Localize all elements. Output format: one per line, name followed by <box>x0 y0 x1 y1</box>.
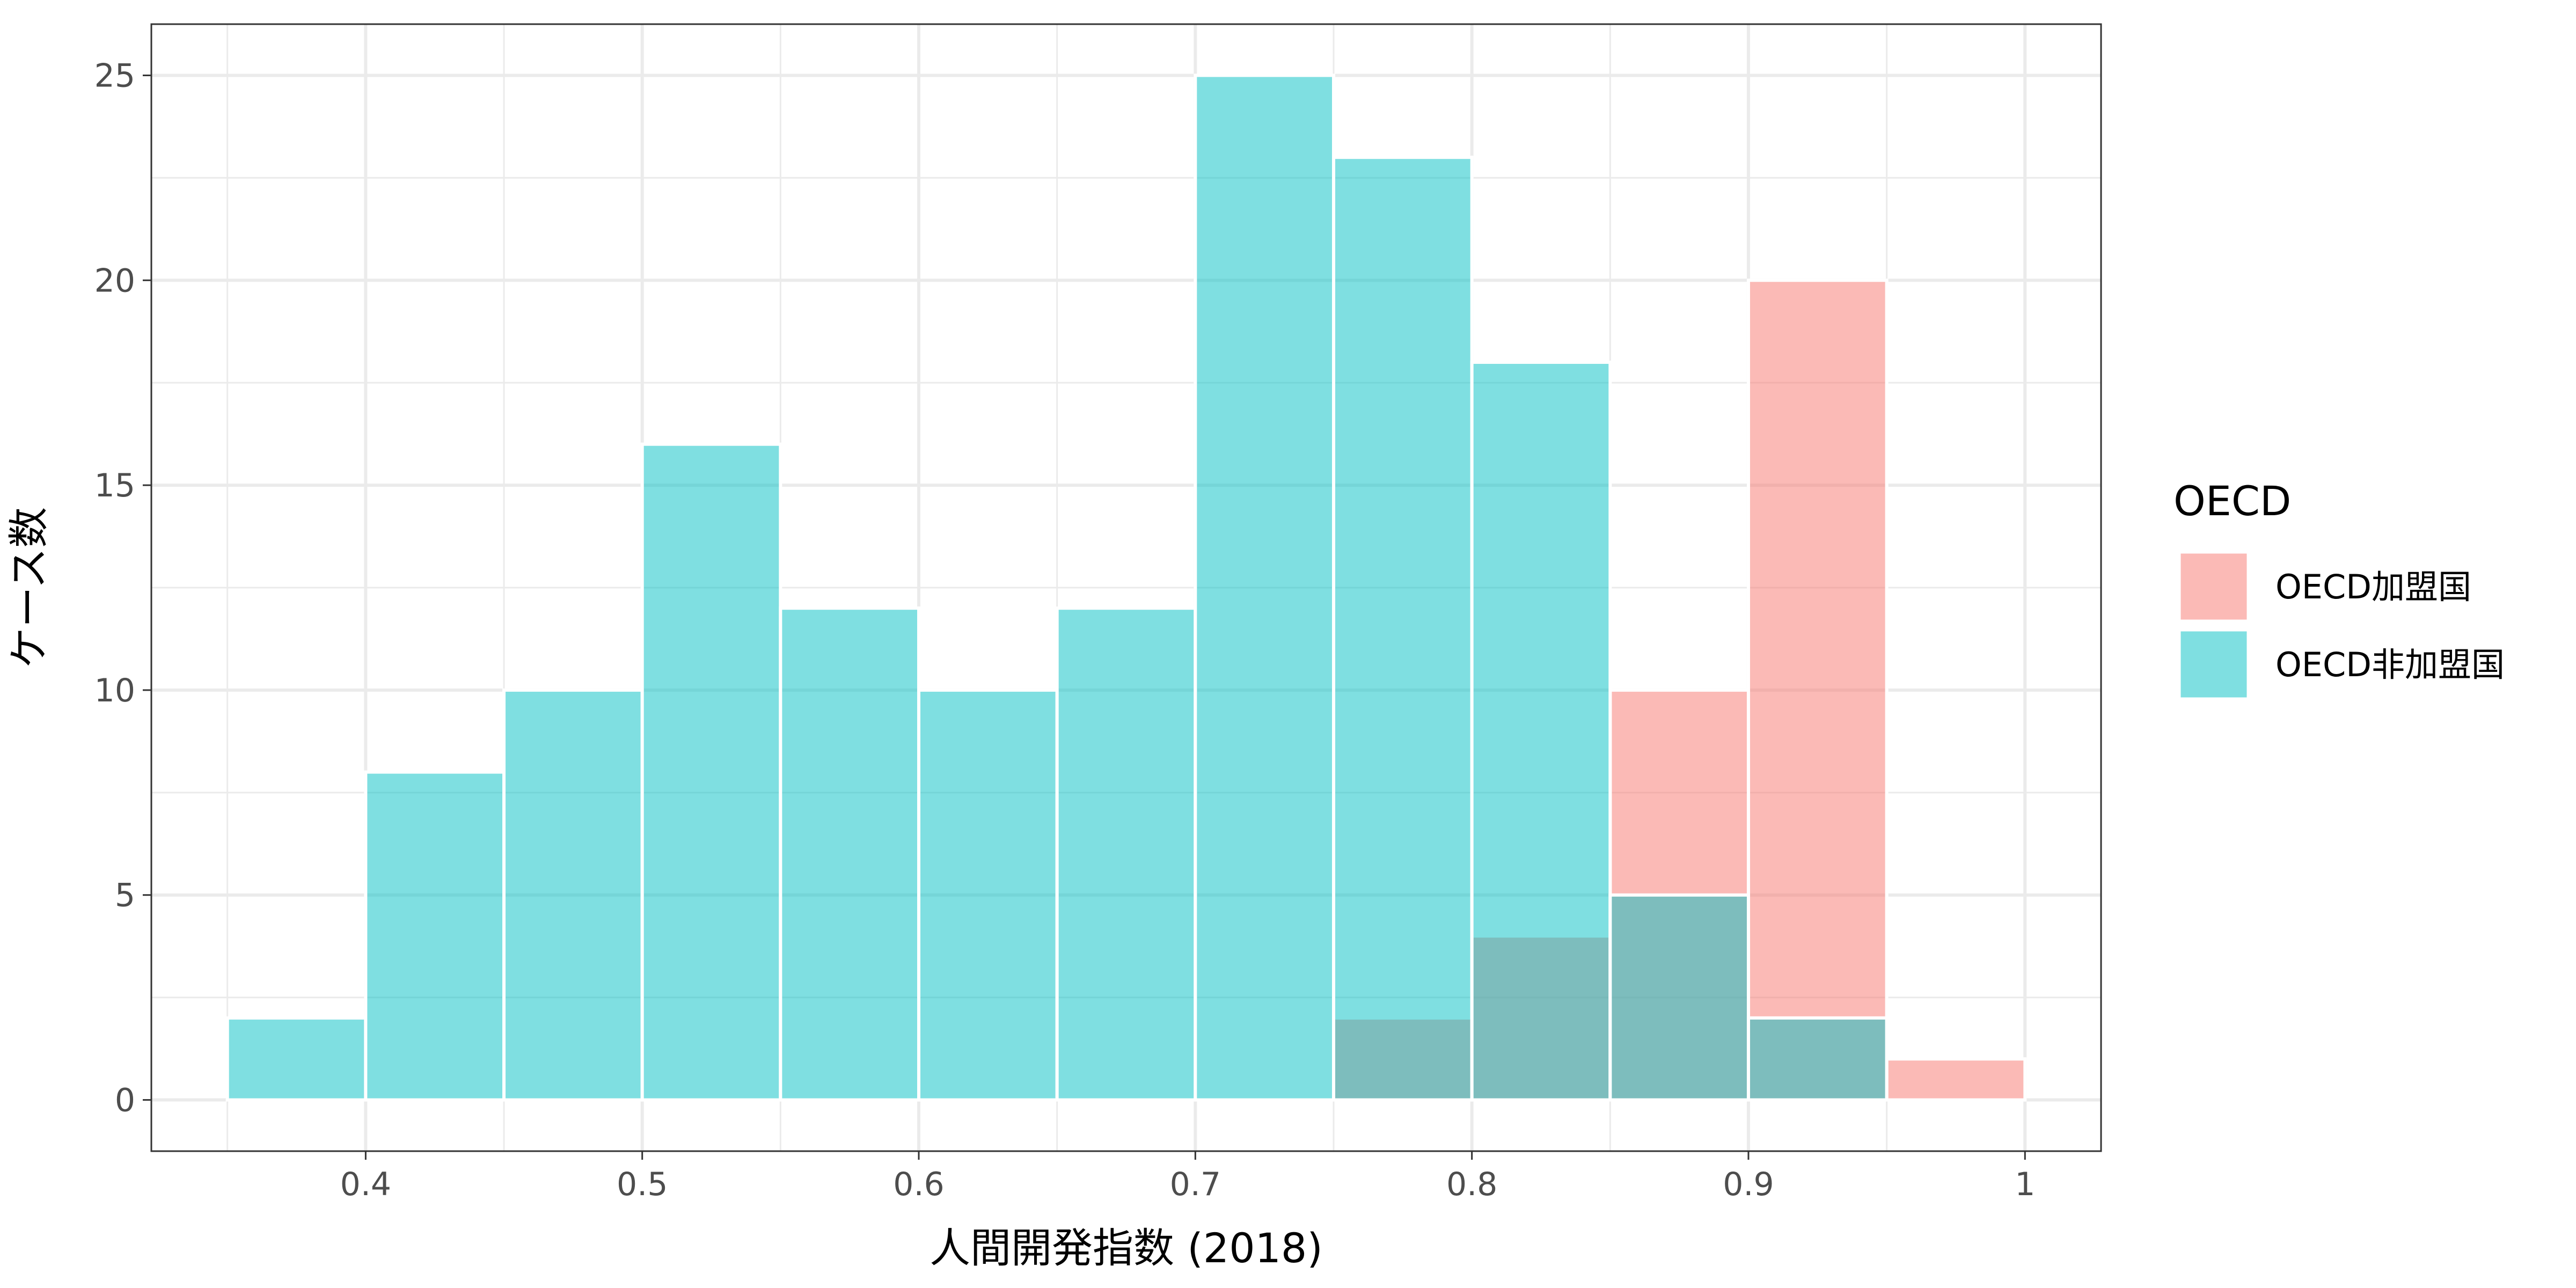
x-tick-label: 0.7 <box>1170 1166 1221 1203</box>
y-tick-label: 10 <box>94 672 135 709</box>
bar-oecd-non-member <box>1331 156 1474 1102</box>
bar-oecd-non-member <box>917 688 1059 1102</box>
bar-oecd-member <box>1885 1057 2027 1102</box>
y-axis-title: ケース数 <box>5 507 53 668</box>
bar-oecd-non-member <box>1746 1016 1889 1102</box>
legend-key-oecd-non-member <box>2179 630 2249 699</box>
bar-oecd-non-member <box>1470 361 1612 1102</box>
bar-oecd-non-member <box>225 1016 368 1102</box>
x-axis-title: 人間開発指数 (2018) <box>930 1224 1323 1272</box>
bar-oecd-non-member <box>1608 893 1750 1102</box>
panel-border <box>150 23 2102 1152</box>
y-tick-label: 25 <box>94 57 135 94</box>
histogram-bars <box>225 74 2027 1102</box>
bar-oecd-non-member <box>502 688 644 1102</box>
bar-oecd-non-member <box>1055 606 1197 1102</box>
bar-oecd-member <box>1746 279 1889 1102</box>
legend-label-oecd-member: OECD加盟国 <box>2275 567 2471 606</box>
bar-oecd-non-member <box>364 770 506 1102</box>
y-tick-label: 0 <box>115 1082 135 1119</box>
x-tick-label: 0.6 <box>893 1166 944 1203</box>
x-tick-label: 0.4 <box>340 1166 391 1203</box>
x-tick-label: 0.5 <box>617 1166 668 1203</box>
bar-oecd-non-member <box>779 606 921 1102</box>
y-tick-label: 15 <box>94 467 135 504</box>
legend: OECD OECD加盟国 OECD非加盟国 <box>2174 477 2505 699</box>
y-tick-label: 20 <box>94 262 135 299</box>
bar-oecd-non-member <box>640 442 782 1102</box>
y-tick-label: 5 <box>115 877 135 914</box>
legend-title: OECD <box>2174 477 2291 525</box>
x-tick-label: 0.9 <box>1723 1166 1774 1203</box>
legend-key-oecd-member <box>2179 552 2249 621</box>
x-tick-label: 1 <box>2015 1166 2035 1203</box>
bar-oecd-non-member <box>1194 74 1335 1102</box>
x-tick-label: 0.8 <box>1446 1166 1497 1203</box>
legend-label-oecd-non-member: OECD非加盟国 <box>2275 645 2505 684</box>
